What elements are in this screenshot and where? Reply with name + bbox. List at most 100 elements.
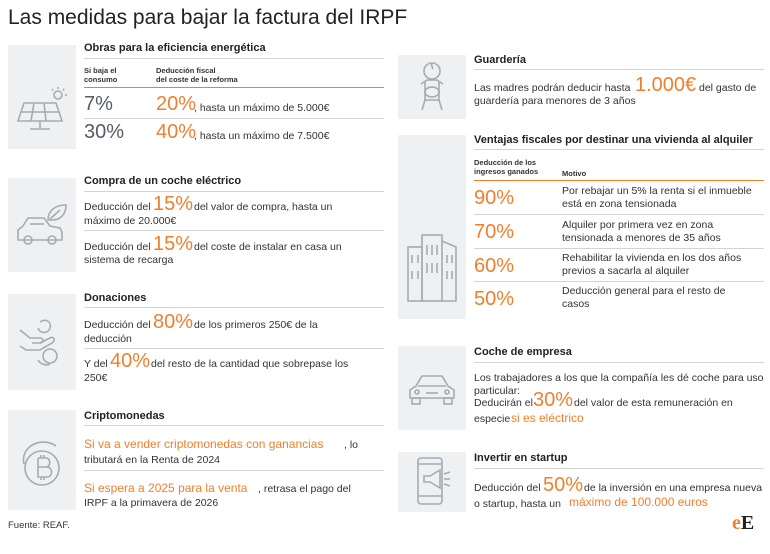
obras-row2-text: , hasta un máximo de 7.500€ — [194, 130, 330, 142]
vivienda-row3-pct: 60% — [474, 255, 515, 277]
electric-car-icon — [17, 204, 67, 245]
baby-icon-box — [398, 55, 466, 119]
divider — [84, 58, 384, 59]
cripto-title: Criptomonedas — [84, 410, 165, 422]
vivienda-row2-pct: 70% — [474, 221, 515, 243]
obras-title: Obras para la eficiencia energética — [84, 42, 266, 54]
obras-row1-text: , hasta un máximo de 5.000€ — [194, 102, 330, 114]
coche-item1-line2: máximo de 20.000€ — [84, 215, 177, 227]
cripto-item2-line2: IRPF a la primavera de 2026 — [84, 497, 219, 509]
baby-icon — [420, 62, 444, 111]
solar-panel-icon — [16, 87, 67, 130]
divider-accent — [84, 87, 384, 88]
donation-icon-box — [8, 294, 76, 390]
divider — [474, 149, 764, 150]
donaciones-item1-line2: deducción — [84, 333, 132, 345]
vivienda-row1-line1: Por rebajar un 5% la renta si el inmuebl… — [562, 185, 752, 197]
vivienda-col2-header: Motivo — [562, 169, 587, 178]
empresa-line4-highlight: si es eléctrico — [511, 411, 584, 425]
startup-title: Invertir en startup — [474, 452, 568, 464]
empresa-line2: particular: — [474, 385, 521, 397]
donaciones-item1-pre: Deducción del — [84, 319, 151, 331]
divider — [84, 118, 384, 119]
divider — [474, 248, 764, 249]
empresa-pre: Deducirán el — [474, 397, 533, 409]
donaciones-item2-post: del resto de la cantidad que sobrepase l… — [151, 358, 349, 370]
startup-pre: Deducción del — [474, 482, 541, 494]
donaciones-item1-pct: 80% — [153, 311, 194, 333]
coche-item2-pct: 15% — [153, 233, 194, 255]
divider — [474, 362, 764, 363]
divider — [84, 230, 384, 231]
divider — [84, 470, 384, 471]
vivienda-row4-pct: 50% — [474, 288, 515, 310]
solar-panel-icon-box — [8, 45, 76, 149]
divider — [84, 307, 384, 308]
divider — [84, 191, 384, 192]
coche-item1-pre: Deducción del — [84, 201, 151, 213]
donaciones-title: Donaciones — [84, 292, 147, 304]
coche-item1-pct: 15% — [153, 193, 194, 215]
donaciones-item2-pct: 40% — [110, 350, 151, 372]
guarderia-pre: Las madres podrán deducir hasta — [474, 82, 631, 94]
donation-hand-icon — [19, 319, 58, 366]
divider — [474, 69, 764, 70]
mobile-megaphone-icon — [417, 457, 451, 505]
divider-accent — [474, 180, 764, 181]
bitcoin-icon-box — [8, 410, 76, 510]
page-title: Las medidas para bajar la factura del IR… — [8, 6, 408, 29]
cripto-item1-post: , lo — [344, 439, 359, 451]
empresa-line4-pre: especie — [474, 413, 511, 425]
obras-row2-deduccion: 40% — [156, 121, 197, 143]
empresa-title: Coche de empresa — [474, 346, 572, 358]
coche-item2-line2: sistema de recarga — [84, 254, 174, 266]
empresa-post: del valor de esta remuneración en — [574, 397, 733, 409]
vivienda-col1-header: Deducción de los ingresos ganados — [474, 158, 539, 176]
vivienda-row1-line2: está en zona tensionada — [562, 198, 677, 210]
cripto-item2-highlight: Si espera a 2025 para la venta — [84, 481, 248, 495]
guarderia-line2: guardería para menores de 3 años — [474, 95, 636, 107]
source-note: Fuente: REAF. — [8, 520, 70, 531]
vivienda-row1-pct: 90% — [474, 187, 515, 209]
startup-pct: 50% — [543, 474, 584, 496]
buildings-icon — [407, 234, 457, 302]
guarderia-post: del gasto de — [699, 82, 757, 94]
obras-col1-header: Si baja el consumo — [84, 66, 118, 84]
vivienda-row3-line2: previos a sacarla al alquiler — [562, 265, 690, 277]
vivienda-row4-line1: Deducción general para el resto de — [562, 285, 726, 297]
obras-col2-header: Deducción fiscal del coste de la reforma — [156, 66, 238, 84]
vivienda-title: Ventajas fiscales por destinar una vivie… — [474, 134, 753, 146]
coche-item2-post: del coste de instalar en casa un — [194, 241, 342, 253]
coche-item1-post: del valor de compra, hasta un — [194, 201, 333, 213]
startup-post: de la inversión en una empresa nueva — [584, 482, 763, 494]
electric-car-icon-box — [8, 178, 76, 272]
obras-row1-deduccion: 20% — [156, 93, 197, 115]
obras-row1-consumo: 7% — [84, 93, 113, 115]
vivienda-row3-line1: Rehabilitar la vivienda en los dos años — [562, 252, 742, 264]
guarderia-title: Guardería — [474, 54, 526, 66]
divider — [474, 281, 764, 282]
vivienda-row2-line2: tensionada a menores de 35 años — [562, 232, 721, 244]
cripto-item1-highlight: Si va a vender criptomonedas con gananci… — [84, 437, 324, 451]
donaciones-item1-post: de los primeros 250€ de la — [194, 319, 318, 331]
vivienda-row2-line1: Alquiler por primera vez en zona — [562, 219, 714, 231]
donaciones-item2-pre: Y del — [84, 358, 108, 370]
coche-item2-pre: Deducción del — [84, 241, 151, 253]
divider — [474, 468, 764, 469]
cripto-item1-line2: tributará en la Renta de 2024 — [84, 454, 221, 466]
startup-line2-pre: o startup, hasta un — [474, 498, 561, 510]
donaciones-item2-line2: 250€ — [84, 372, 108, 384]
startup-line2-highlight: máximo de 100.000 euros — [569, 495, 708, 509]
car-icon — [409, 375, 455, 405]
empresa-pct: 30% — [533, 389, 574, 411]
guarderia-amount: 1.000€ — [635, 74, 697, 96]
vivienda-row4-line2: casos — [562, 298, 590, 310]
empresa-line1: Los trabajadores a los que la compañía l… — [474, 372, 764, 384]
publisher-logo: eE — [732, 512, 755, 534]
buildings-icon-box — [398, 135, 466, 319]
divider — [84, 425, 384, 426]
divider — [84, 348, 384, 349]
obras-row2-consumo: 30% — [84, 121, 125, 143]
coche-title: Compra de un coche eléctrico — [84, 175, 242, 187]
bitcoin-icon — [22, 441, 60, 486]
